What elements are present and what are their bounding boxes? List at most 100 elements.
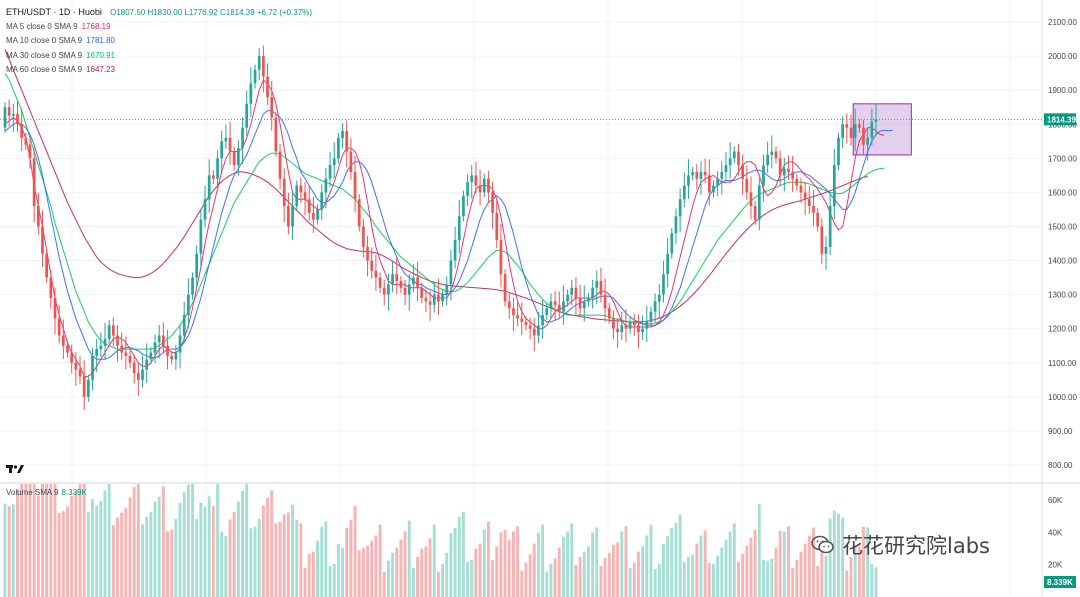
volume-bar xyxy=(357,550,361,597)
volume-bar xyxy=(120,512,124,597)
candle-body xyxy=(470,175,474,183)
volume-bar xyxy=(124,508,128,597)
volume-tick-label: 40K xyxy=(1048,528,1063,537)
volume-bar xyxy=(595,527,599,597)
highlight-rectangle[interactable] xyxy=(852,103,912,156)
volume-bar xyxy=(328,566,332,597)
candle-body xyxy=(645,321,649,329)
ma5-legend[interactable]: MA 5 close 0 SMA 9 1768.19 xyxy=(6,20,312,34)
volume-bar xyxy=(753,529,757,597)
volume-bar xyxy=(745,545,749,597)
candle-body xyxy=(607,308,611,319)
volume-bar xyxy=(603,557,607,597)
current-price-tag[interactable] xyxy=(1044,113,1076,126)
candle-body xyxy=(287,206,290,227)
tradingview-logo-icon[interactable] xyxy=(6,463,24,475)
candle-body xyxy=(345,131,349,152)
candle-body xyxy=(516,315,519,319)
volume-bar xyxy=(416,556,420,597)
ma10-legend[interactable]: MA 10 close 0 SMA 9 1781.80 xyxy=(6,34,312,48)
volume-bar xyxy=(636,551,640,597)
candle-body xyxy=(741,165,744,179)
candle-body xyxy=(282,178,286,207)
candle-body xyxy=(545,308,549,316)
volume-bar xyxy=(307,553,311,597)
volume-bar xyxy=(870,563,874,597)
candle-body xyxy=(553,301,557,305)
candle-body xyxy=(812,206,815,213)
candle-body xyxy=(670,233,674,254)
volume-legend[interactable]: Volume SMA 9 8.339K xyxy=(6,488,87,497)
volume-bar xyxy=(153,501,157,597)
price-tick-label: 1200.00 xyxy=(1048,325,1077,334)
volume-bar xyxy=(303,567,307,597)
candle-body xyxy=(224,137,228,142)
volume-bar xyxy=(549,563,553,597)
candle-body xyxy=(695,171,699,179)
candle-body xyxy=(682,185,686,200)
ma60-legend[interactable]: MA 60 close 0 SMA 9 1647.23 xyxy=(6,63,312,77)
volume-bar xyxy=(599,566,603,597)
candle-body xyxy=(512,308,515,316)
candle-body xyxy=(491,192,494,213)
volume-bar xyxy=(607,552,611,597)
current-volume-tag[interactable] xyxy=(1044,576,1076,588)
volume-bar xyxy=(470,559,474,597)
candle-body xyxy=(324,178,328,193)
volume-bar xyxy=(874,567,878,597)
volume-bar xyxy=(657,563,661,597)
volume-bar xyxy=(524,562,528,597)
volume-bar xyxy=(128,497,132,597)
candle-body xyxy=(720,171,724,179)
volume-bar xyxy=(191,484,194,597)
volume-bar xyxy=(824,555,828,597)
candle-body xyxy=(341,131,344,138)
volume-bar xyxy=(236,501,240,597)
volume-bar xyxy=(649,524,653,597)
volume-bar xyxy=(787,526,790,597)
volume-bar xyxy=(374,535,378,597)
candle-body xyxy=(462,195,465,217)
volume-bar xyxy=(199,502,203,597)
symbol-title[interactable]: ETH/USDT · 1D · Huobi xyxy=(6,7,102,17)
candle-body xyxy=(487,178,490,193)
candle-body xyxy=(303,192,307,200)
candle-body xyxy=(187,294,190,316)
price-tick-label: 800.00 xyxy=(1048,461,1073,470)
candle-body xyxy=(862,127,865,145)
volume-bar xyxy=(482,529,486,597)
candle-body xyxy=(66,345,69,353)
volume-bar xyxy=(20,484,24,597)
price-tick-label: 2000.00 xyxy=(1048,52,1077,61)
ma30-legend[interactable]: MA 30 close 0 SMA 9 1670.91 xyxy=(6,49,312,63)
candle-body xyxy=(407,284,411,295)
candle-body xyxy=(216,158,219,179)
volume-bar xyxy=(820,546,824,597)
candle-body xyxy=(178,335,182,353)
volume-bar xyxy=(166,531,169,597)
volume-bar xyxy=(762,560,765,597)
volume-bar xyxy=(420,548,424,597)
candle-body xyxy=(782,168,786,176)
ma30-label: MA 30 close 0 SMA 9 xyxy=(6,50,83,60)
candle-body xyxy=(599,280,603,295)
volume-bar xyxy=(349,519,353,597)
candle-body xyxy=(603,294,607,309)
candle-body xyxy=(637,325,640,333)
ma5-label: MA 5 close 0 SMA 9 xyxy=(6,22,78,32)
ma60-label: MA 60 close 0 SMA 9 xyxy=(6,64,83,74)
volume-bar xyxy=(566,531,570,597)
candle-body xyxy=(78,369,82,377)
volume-bar xyxy=(491,560,495,597)
volume-bar xyxy=(561,536,565,597)
volume-bar xyxy=(399,539,403,597)
candle-body xyxy=(36,206,40,227)
ma60-line xyxy=(4,49,868,323)
volume-bar xyxy=(449,533,453,597)
volume-tick-label: 60K xyxy=(1048,496,1063,505)
volume-bar xyxy=(295,519,299,597)
candle-body xyxy=(845,124,849,128)
volume-bar xyxy=(395,547,399,597)
candle-body xyxy=(362,226,365,247)
